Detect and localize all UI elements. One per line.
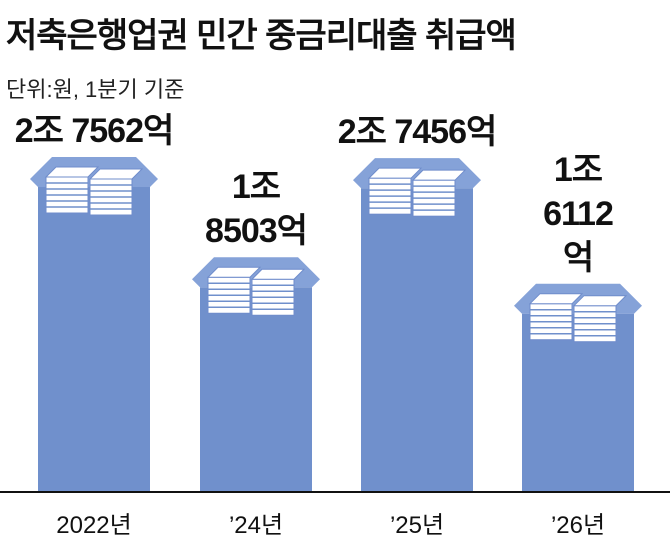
value-label: 2조 7456억 bbox=[337, 113, 498, 152]
bar bbox=[361, 188, 473, 493]
paper-top bbox=[572, 295, 628, 307]
x-tick-label: ’25년 bbox=[389, 512, 445, 539]
value-label: 2조 7562억 bbox=[14, 112, 175, 150]
bar bbox=[200, 287, 312, 492]
chart-subtitle: 단위:원, 1분기 기준 bbox=[6, 77, 185, 102]
bar bbox=[38, 187, 150, 492]
bar-group bbox=[514, 283, 642, 492]
paper-top bbox=[411, 169, 467, 181]
paper-top bbox=[528, 293, 584, 305]
paper-top bbox=[44, 166, 100, 178]
bar-group bbox=[30, 157, 158, 492]
x-tick-label: 2022년 bbox=[56, 512, 132, 539]
bar-group bbox=[192, 257, 320, 492]
paper-top bbox=[250, 268, 306, 280]
paper-top bbox=[206, 266, 262, 278]
value-label: 1조 6112억 bbox=[543, 150, 614, 277]
paper-top bbox=[367, 167, 423, 179]
chart-title: 저축은행업권 민간 중금리대출 취급액 bbox=[6, 17, 517, 55]
bar bbox=[522, 313, 634, 492]
value-label: 1조 8503억 bbox=[205, 168, 308, 251]
x-tick-label: ’26년 bbox=[550, 512, 606, 539]
paper-top bbox=[88, 168, 144, 180]
x-tick-label: ’24년 bbox=[228, 512, 284, 539]
bar-group bbox=[353, 158, 481, 493]
